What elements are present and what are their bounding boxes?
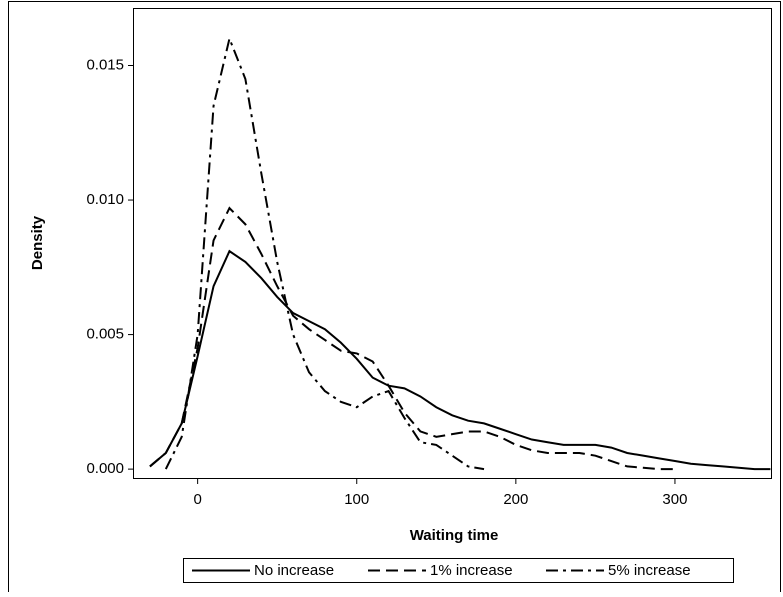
- y-tick-label: 0.005: [86, 326, 124, 343]
- density-line: [164, 35, 485, 471]
- y-tick-label: 0.000: [86, 460, 124, 477]
- y-tick-label: 0.015: [86, 56, 124, 73]
- x-tick-label: 0: [193, 491, 201, 508]
- outer-frame: [8, 1, 781, 597]
- y-tick-label: 0.010: [86, 191, 124, 208]
- x-tick-label: 200: [503, 491, 528, 508]
- density-line: [149, 206, 675, 471]
- plot-frame: [133, 8, 772, 479]
- y-axis-label: Density: [29, 215, 46, 270]
- x-tick-label: 300: [662, 491, 687, 508]
- legend-box: [183, 558, 734, 583]
- legend-label: 5% increase: [608, 562, 691, 579]
- legend-label: No increase: [254, 562, 334, 579]
- legend-label: 1% increase: [430, 562, 513, 579]
- x-tick-label: 100: [344, 491, 369, 508]
- density-line: [149, 249, 771, 471]
- x-axis-label: Waiting time: [410, 527, 499, 544]
